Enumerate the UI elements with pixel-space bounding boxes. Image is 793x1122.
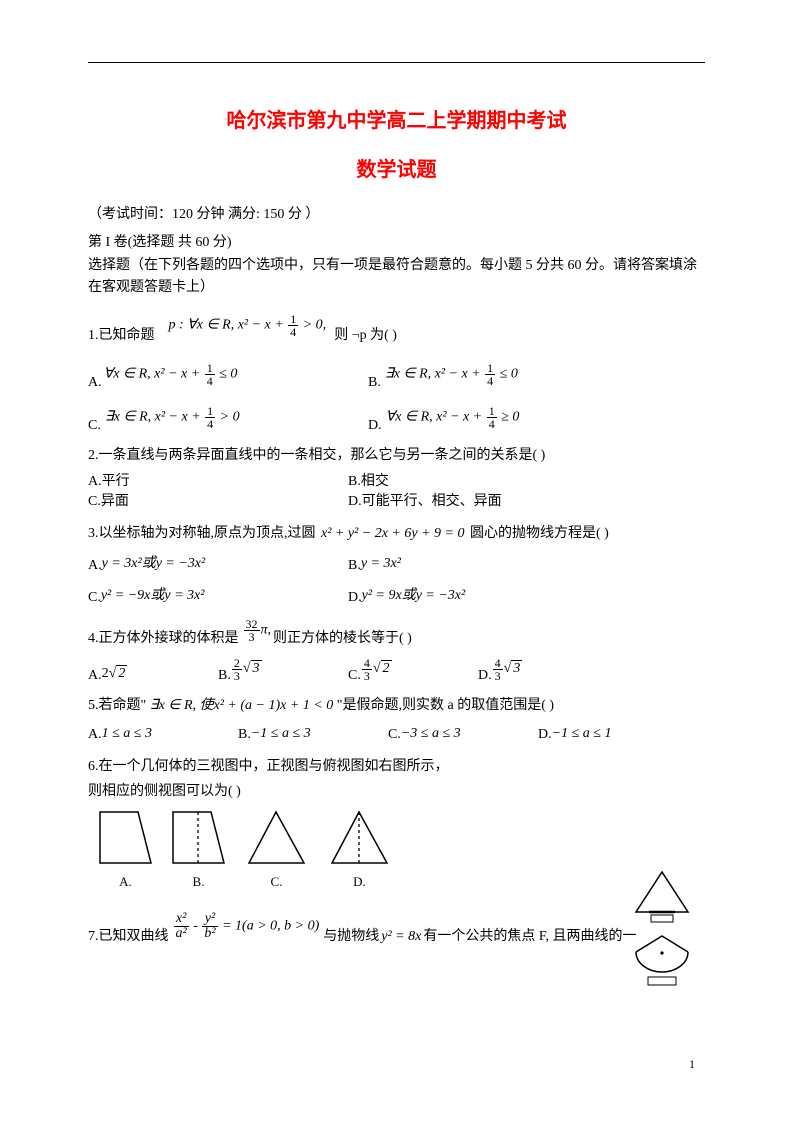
q3-A: y = 3x²或y = −3x² [102, 552, 206, 572]
q2-B: B.相交 [348, 470, 389, 490]
opt-C: C. [88, 418, 101, 434]
q6-line1: 6.在一个几何体的三视图中，正视图与俯视图如右图所示， [88, 755, 705, 775]
q4-stem: 4.正方体外接球的体积是 323π, 则正方体的棱长等于( ) [88, 618, 705, 647]
q3-stem: 3.以坐标轴为对称轴,原点为顶点,过圆 x² + y² − 2x + 6y + … [88, 522, 705, 542]
title-sub: 数学试题 [88, 153, 705, 182]
q2-D: D.可能平行、相交、异面 [348, 490, 502, 510]
q4-options: A. 2√2 B. 23√3 C. 43√2 D. 43√3 [88, 657, 705, 684]
q1-D: ∀x ∈ R, x² − x + [386, 409, 486, 424]
q1-B: ∃x ∈ R, x² − x + [385, 366, 484, 381]
page-number: 1 [689, 1057, 695, 1072]
opt-D: D. [368, 418, 382, 434]
q1-stem: 1.已知命题 p : ∀x ∈ R, x² − x + 14 > 0, 则 ¬p… [88, 313, 705, 344]
section-header: 第 I 卷(选择题 共 60 分) [88, 232, 705, 254]
q5-options: A.1 ≤ a ≤ 3 B.−1 ≤ a ≤ 3 C.−3 ≤ a ≤ 3 D.… [88, 726, 705, 743]
q6-fig-B [171, 810, 226, 865]
q6-reference-figs [626, 868, 698, 996]
q2-cd: C.异面 D.可能平行、相交、异面 [88, 490, 705, 510]
q5-A: 1 ≤ a ≤ 3 [102, 726, 152, 742]
q3-B: y = 3x² [361, 556, 401, 572]
q6-fig-D [327, 810, 392, 865]
q1-row-ab: A. ∀x ∈ R, x² − x + 14 ≤ 0 B. ∃x ∈ R, x²… [88, 362, 705, 391]
q1-A: ∀x ∈ R, x² − x + [104, 366, 204, 381]
q1-C: ∃x ∈ R, x² − x + [105, 409, 204, 424]
q5-eq: ∃x ∈ R, 使x² + (a − 1)x + 1 < 0 [150, 698, 334, 713]
q6-top-view-icon [626, 932, 698, 990]
q7-eq2: y² = 8x [381, 929, 421, 945]
q6-fig-A [98, 810, 153, 865]
q3-C: y² = −9x或y = 3x² [101, 584, 205, 604]
q1-row-cd: C. ∃x ∈ R, x² − x + 14 > 0 D. ∀x ∈ R, x²… [88, 405, 705, 434]
exam-info: （考试时间：120 分钟 满分: 150 分 ） [88, 204, 705, 226]
q5-stem: 5.若命题" ∃x ∈ R, 使x² + (a − 1)x + 1 < 0 "是… [88, 694, 705, 714]
q1-prop: p : ∀x ∈ R, x² − x + [169, 317, 288, 332]
q3-D: y² = 9x或y = −3x² [362, 584, 466, 604]
q6-line2: 则相应的侧视图可以为( ) [88, 781, 705, 803]
q6-fig-C [244, 810, 309, 865]
q7-stem: 7.已知双曲线 x²a² - y²b² = 1(a > 0, b > 0) 与抛… [88, 912, 705, 945]
q6-front-view-icon [626, 868, 698, 926]
q5-D: −1 ≤ a ≤ 1 [552, 726, 612, 742]
opt-A: A. [88, 375, 102, 391]
q1-suffix: 则 ¬p 为( ) [334, 324, 397, 344]
q5-C: −3 ≤ a ≤ 3 [401, 726, 461, 742]
q2-stem: 2.一条直线与两条异面直线中的一条相交，那么它与另一条之间的关系是( ) [88, 444, 705, 464]
q3-eq: x² + y² − 2x + 6y + 9 = 0 [321, 526, 465, 541]
q2-A: A.平行 [88, 470, 130, 490]
q6-figs: A. B. C. D. [98, 810, 705, 890]
opt-B: B. [368, 375, 381, 391]
q1-prop-tail: > 0, [299, 317, 326, 332]
page-top-rule [88, 62, 705, 63]
instructions: 选择题（在下列各题的四个选项中，只有一项是最符合题意的。每小题 5 分共 60 … [88, 255, 705, 298]
q2-ab: A.平行 B.相交 [88, 470, 705, 490]
q3-ab: A. y = 3x²或y = −3x² B. y = 3x² [88, 552, 705, 574]
q1-prefix: 1.已知命题 [88, 324, 155, 344]
q2-C: C.异面 [88, 490, 129, 510]
title-main: 哈尔滨市第九中学高二上学期期中考试 [88, 104, 705, 133]
q3-cd: C. y² = −9x或y = 3x² D. y² = 9x或y = −3x² [88, 584, 705, 606]
q5-B: −1 ≤ a ≤ 3 [251, 726, 311, 742]
